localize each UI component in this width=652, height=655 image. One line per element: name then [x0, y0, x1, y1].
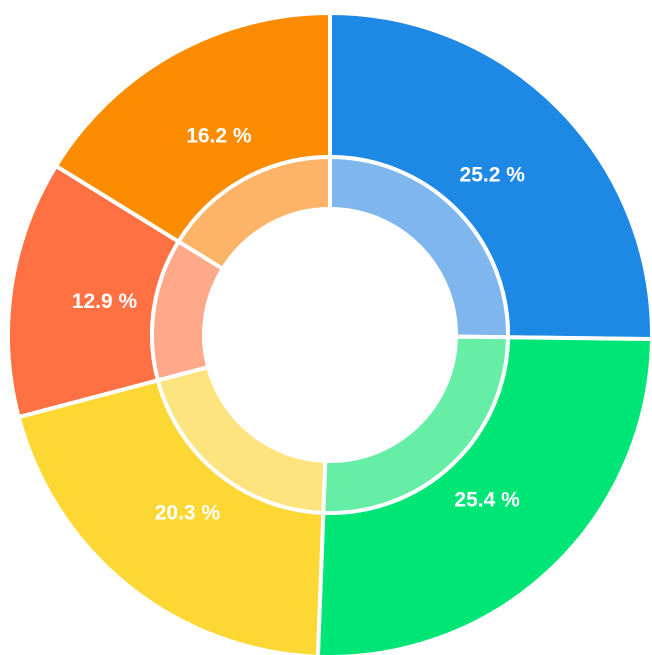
slice-label-yellow: 20.3 %: [155, 501, 221, 524]
donut-hole: [204, 209, 456, 461]
slice-label-green: 25.4 %: [454, 489, 520, 512]
slice-label-red-orange: 12.9 %: [72, 290, 138, 313]
slice-label-blue: 25.2 %: [460, 163, 526, 186]
donut-outer-ring: [6, 10, 652, 655]
slice-labels: 25.2 % 25.4 % 20.3 % 12.9 % 16.2 %: [72, 124, 525, 524]
slice-label-orange: 16.2 %: [186, 124, 252, 147]
